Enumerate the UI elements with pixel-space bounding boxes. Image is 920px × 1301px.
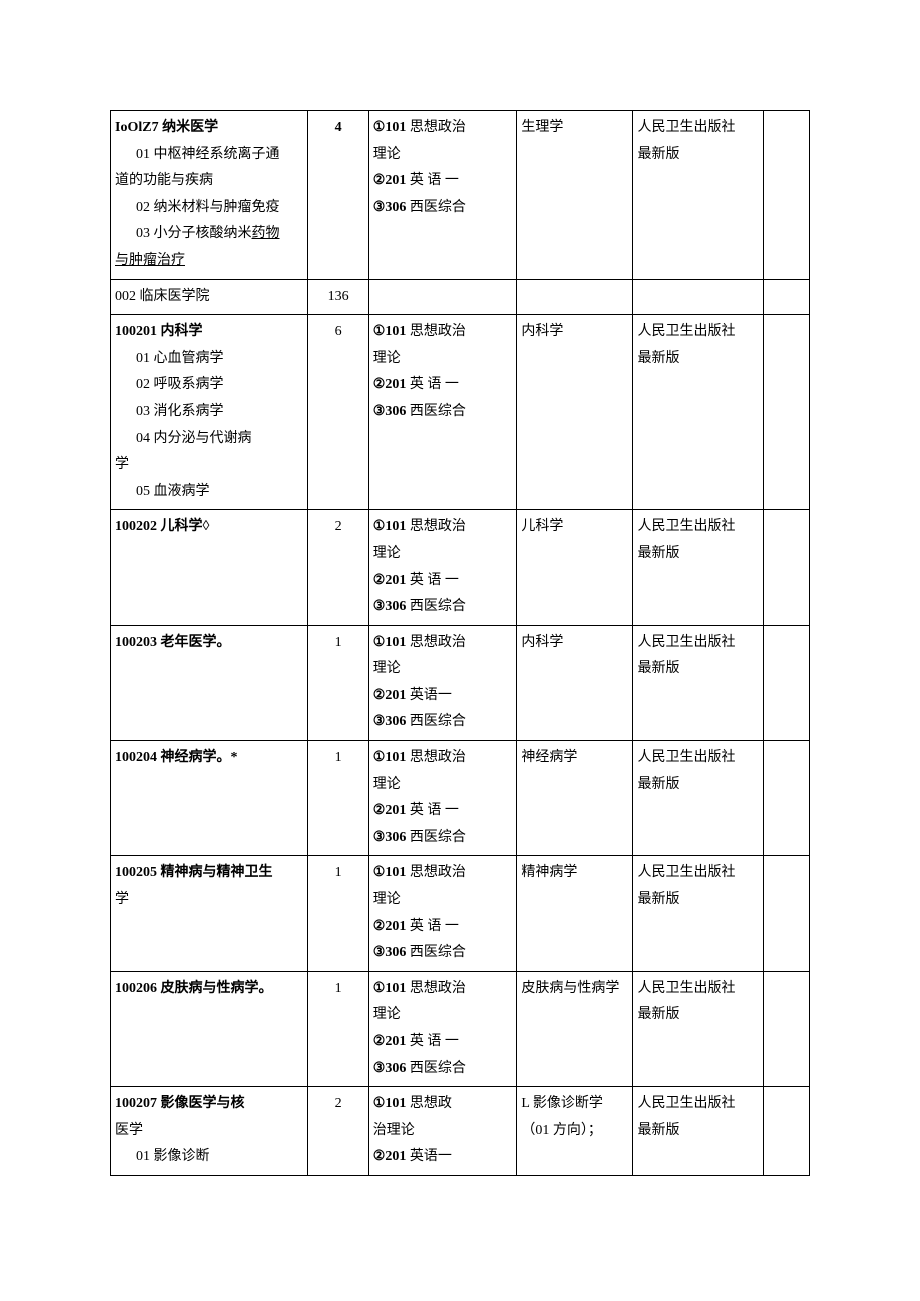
table-row: 002 临床医学院136 bbox=[111, 279, 810, 315]
major-cell: 100205 精神病与精神卫生学 bbox=[111, 856, 308, 971]
table-row: IoOlZ7 纳米医学01 中枢神经系统离子通道的功能与疾病02 纳米材料与肿瘤… bbox=[111, 111, 810, 280]
major-cell: 100201 内科学01 心血管病学02 呼吸系病学03 消化系病学04 内分泌… bbox=[111, 315, 308, 510]
publisher-cell: 人民卫生出版社最新版 bbox=[633, 510, 763, 625]
count-cell: 4 bbox=[308, 111, 368, 280]
count-cell: 1 bbox=[308, 971, 368, 1086]
major-cell: 100202 儿科学◊ bbox=[111, 510, 308, 625]
count-cell: 2 bbox=[308, 1087, 368, 1176]
retest-cell: 内科学 bbox=[517, 315, 633, 510]
retest-cell bbox=[517, 279, 633, 315]
major-cell: 100204 神经病学。* bbox=[111, 741, 308, 856]
publisher-cell: 人民卫生出版社最新版 bbox=[633, 856, 763, 971]
major-cell: 100206 皮肤病与性病学。 bbox=[111, 971, 308, 1086]
exam-cell: ①101 思想政治理论②201 英语一 bbox=[368, 1087, 517, 1176]
major-cell: 100207 影像医学与核医学01 影像诊断 bbox=[111, 1087, 308, 1176]
remark-cell bbox=[763, 625, 809, 740]
count-cell: 6 bbox=[308, 315, 368, 510]
publisher-cell: 人民卫生出版社最新版 bbox=[633, 315, 763, 510]
publisher-cell: 人民卫生出版社最新版 bbox=[633, 971, 763, 1086]
remark-cell bbox=[763, 856, 809, 971]
publisher-cell: 人民卫生出版社最新版 bbox=[633, 111, 763, 280]
catalog-table: IoOlZ7 纳米医学01 中枢神经系统离子通道的功能与疾病02 纳米材料与肿瘤… bbox=[110, 110, 810, 1176]
table-row: 100204 神经病学。*1①101 思想政治理论②201 英 语 一③306 … bbox=[111, 741, 810, 856]
retest-cell: 神经病学 bbox=[517, 741, 633, 856]
count-cell: 1 bbox=[308, 856, 368, 971]
remark-cell bbox=[763, 315, 809, 510]
exam-cell: ①101 思想政治理论②201 英 语 一③306 西医综合 bbox=[368, 741, 517, 856]
count-cell: 136 bbox=[308, 279, 368, 315]
publisher-cell: 人民卫生出版社最新版 bbox=[633, 1087, 763, 1176]
remark-cell bbox=[763, 510, 809, 625]
exam-cell bbox=[368, 279, 517, 315]
major-cell: IoOlZ7 纳米医学01 中枢神经系统离子通道的功能与疾病02 纳米材料与肿瘤… bbox=[111, 111, 308, 280]
major-cell: 002 临床医学院 bbox=[111, 279, 308, 315]
table-row: 100201 内科学01 心血管病学02 呼吸系病学03 消化系病学04 内分泌… bbox=[111, 315, 810, 510]
exam-cell: ①101 思想政治理论②201 英 语 一③306 西医综合 bbox=[368, 510, 517, 625]
major-cell: 100203 老年医学。 bbox=[111, 625, 308, 740]
remark-cell bbox=[763, 1087, 809, 1176]
retest-cell: 内科学 bbox=[517, 625, 633, 740]
exam-cell: ①101 思想政治理论②201 英 语 一③306 西医综合 bbox=[368, 856, 517, 971]
table-row: 100206 皮肤病与性病学。1①101 思想政治理论②201 英 语 一③30… bbox=[111, 971, 810, 1086]
retest-cell: 精神病学 bbox=[517, 856, 633, 971]
remark-cell bbox=[763, 971, 809, 1086]
table-row: 100205 精神病与精神卫生学1①101 思想政治理论②201 英 语 一③3… bbox=[111, 856, 810, 971]
publisher-cell bbox=[633, 279, 763, 315]
retest-cell: 生理学 bbox=[517, 111, 633, 280]
remark-cell bbox=[763, 279, 809, 315]
remark-cell bbox=[763, 111, 809, 280]
exam-cell: ①101 思想政治理论②201 英 语 一③306 西医综合 bbox=[368, 315, 517, 510]
table-row: 100203 老年医学。1①101 思想政治理论②201 英语一③306 西医综… bbox=[111, 625, 810, 740]
publisher-cell: 人民卫生出版社最新版 bbox=[633, 741, 763, 856]
exam-cell: ①101 思想政治理论②201 英 语 一③306 西医综合 bbox=[368, 971, 517, 1086]
remark-cell bbox=[763, 741, 809, 856]
count-cell: 1 bbox=[308, 741, 368, 856]
retest-cell: 皮肤病与性病学 bbox=[517, 971, 633, 1086]
count-cell: 1 bbox=[308, 625, 368, 740]
table-row: 100202 儿科学◊2①101 思想政治理论②201 英 语 一③306 西医… bbox=[111, 510, 810, 625]
exam-cell: ①101 思想政治理论②201 英语一③306 西医综合 bbox=[368, 625, 517, 740]
exam-cell: ①101 思想政治理论②201 英 语 一③306 西医综合 bbox=[368, 111, 517, 280]
retest-cell: 儿科学 bbox=[517, 510, 633, 625]
table-row: 100207 影像医学与核医学01 影像诊断2①101 思想政治理论②201 英… bbox=[111, 1087, 810, 1176]
count-cell: 2 bbox=[308, 510, 368, 625]
retest-cell: L 影像诊断学（01 方向）； bbox=[517, 1087, 633, 1176]
publisher-cell: 人民卫生出版社最新版 bbox=[633, 625, 763, 740]
